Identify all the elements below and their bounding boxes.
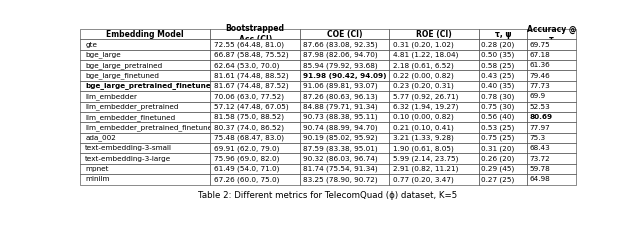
Text: Table 2: Different metrics for TelecomQuad (ϕ) dataset, K=5: Table 2: Different metrics for TelecomQu…	[198, 191, 458, 200]
